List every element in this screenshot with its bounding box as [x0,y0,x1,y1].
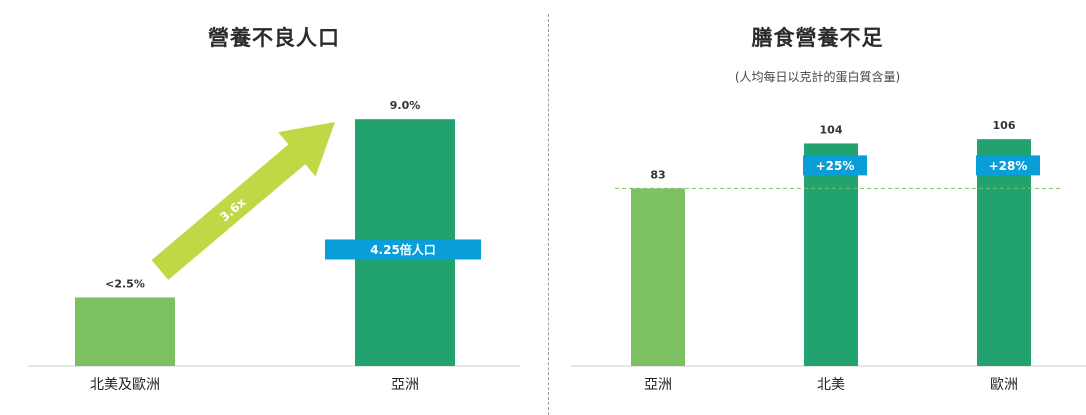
category-label-2: 北美 [817,377,845,393]
growth-arrow-shape [151,121,335,280]
data-label-1: 83 [650,168,665,181]
bar-1 [75,297,175,366]
left-chart-title: 營養不良人口 [208,26,340,50]
category-label-2: 亞洲 [391,377,419,393]
bar-2 [804,143,858,366]
panel-divider [548,14,549,415]
category-label-3: 歐洲 [990,377,1018,393]
right-chart-subtitle: (人均每日以克計的蛋白質含量) [734,70,901,84]
right-chart-panel: 膳食營養不足 (人均每日以克計的蛋白質含量) 83 亞洲 104 北美 106 歐洲 +25… [549,0,1086,415]
left-chart-svg: 3.6x <2.5% 北美及歐洲 9.0% 亞洲 4.25倍人口 [28,99,520,393]
data-label-3: 106 [993,119,1016,132]
growth-arrow: 3.6x [151,121,335,280]
increase-tag-3 [976,155,1040,176]
right-chart-title: 膳食營養不足 [751,26,884,50]
data-label-2: 9.0% [390,99,421,112]
bar-3 [977,139,1031,366]
multiplier-tag [325,239,481,260]
data-label-2: 104 [820,123,843,136]
increase-tag-label-2: +25% [816,159,855,173]
right-chart-svg: 83 亞洲 104 北美 106 歐洲 +25% +28% [571,119,1086,393]
multiplier-tag-label: 4.25倍人口 [370,242,436,257]
category-label-1: 北美及歐洲 [90,377,160,393]
bar-1 [631,188,685,366]
left-chart-panel: 營養不良人口 3.6x <2.5% 北美及歐洲 9.0% 亞洲 4.25倍人口 [28,26,520,393]
increase-tag-label-3: +28% [989,159,1028,173]
data-label-1: <2.5% [105,277,145,290]
increase-tag-2 [803,155,867,176]
category-label-1: 亞洲 [644,377,672,393]
